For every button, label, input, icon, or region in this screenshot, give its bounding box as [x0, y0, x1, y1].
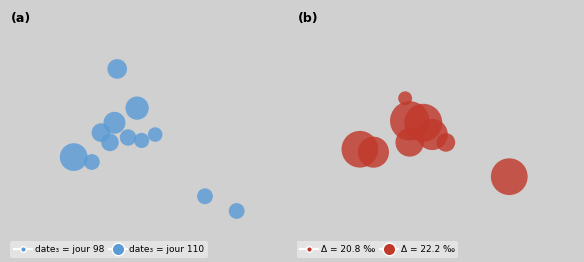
Point [405, 140, 414, 144]
Point [405, 119, 414, 123]
Point [427, 133, 437, 137]
Legend: Δ = 20.8 ‰, Δ = 22.2 ‰: Δ = 20.8 ‰, Δ = 22.2 ‰ [297, 241, 458, 258]
Point [96, 130, 106, 135]
Point [137, 138, 146, 143]
Point [369, 150, 378, 154]
Point [87, 160, 96, 164]
Text: (b): (b) [297, 12, 318, 25]
Point [133, 106, 142, 110]
Point [505, 174, 514, 179]
Point [105, 140, 114, 144]
Point [110, 121, 119, 125]
Point [419, 121, 428, 125]
Point [401, 96, 410, 100]
Point [355, 147, 364, 151]
Point [232, 209, 241, 213]
Point [113, 67, 122, 71]
Text: (a): (a) [11, 12, 32, 25]
Point [442, 140, 451, 144]
Legend: date₃ = jour 98, date₃ = jour 110: date₃ = jour 98, date₃ = jour 110 [11, 241, 208, 258]
Point [200, 194, 210, 198]
Point [151, 133, 160, 137]
Point [69, 155, 78, 159]
Point [123, 135, 133, 140]
